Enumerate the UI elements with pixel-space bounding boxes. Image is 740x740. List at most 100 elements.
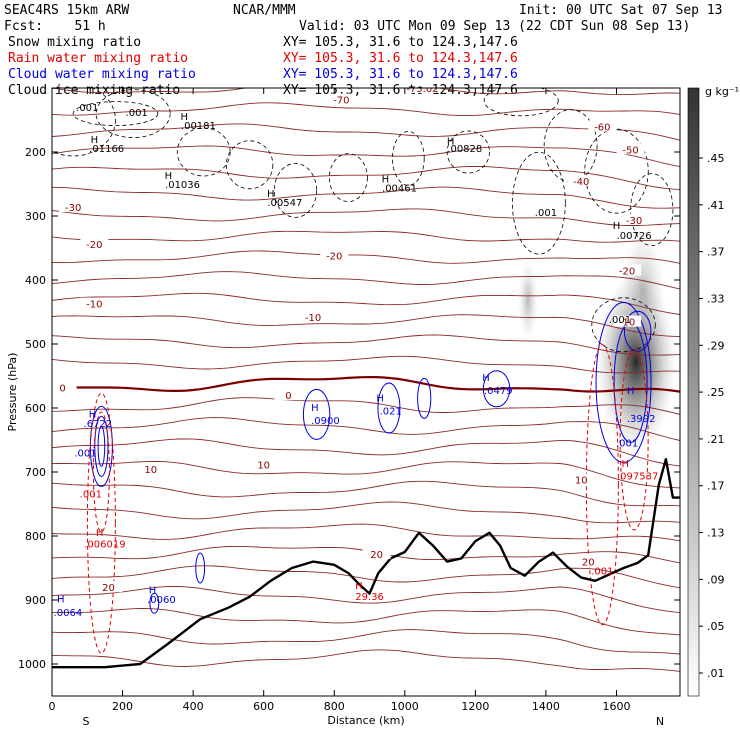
field-labels: .001.001 H.00181H.01166H.01036H.00547H.00…: [54, 103, 659, 619]
isotherm-label-bg: [274, 389, 303, 401]
field-xy: XY= 105.3, 31.6 to 124.3,147.6: [283, 83, 518, 98]
snow-contour: [52, 88, 116, 157]
rain-contour: [619, 349, 649, 531]
field-label: .00547: [267, 198, 302, 209]
cloud-water-contour: [302, 388, 331, 440]
snow-ice-contours: [52, 88, 674, 353]
snow-contour: [328, 153, 368, 203]
isotherm-label: -20: [619, 266, 635, 277]
rain-water-contours: [86, 344, 649, 654]
field-label: H: [627, 386, 635, 397]
isotherm: [52, 417, 680, 441]
terrain-line: [52, 458, 680, 669]
isotherm-label-bg: [567, 473, 596, 485]
rain-contour: [86, 392, 116, 654]
field-label: H: [311, 403, 319, 414]
isotherm-label: -40: [573, 177, 589, 188]
field-label: H: [382, 175, 390, 186]
field-label: H: [165, 171, 173, 182]
isotherm-label: 10: [575, 476, 588, 487]
isotherm: [52, 586, 680, 614]
colorbar-ramp: [687, 87, 700, 697]
isotherm: [52, 355, 680, 374]
field-xy: XY= 105.3, 31.6 to 124.3,147.6: [283, 35, 518, 50]
field-label: .001: [74, 449, 96, 460]
rain-contour: [92, 411, 110, 533]
snow-contour: [584, 128, 649, 214]
model-title: SEAC4RS 15km ARW: [4, 3, 129, 18]
x-tick-label: 600: [253, 700, 274, 713]
isotherm-label: -10: [305, 313, 321, 324]
field-label: .006019: [84, 540, 125, 551]
colorbar-tick-label: .13: [707, 527, 725, 540]
isotherm: [52, 250, 680, 264]
field-name: Rain water mixing ratio: [8, 51, 188, 66]
snow-contour: [591, 297, 656, 353]
field-label: .0064: [54, 608, 83, 619]
field-label: .001: [126, 108, 148, 119]
colorbar-tick-label: .17: [707, 480, 725, 493]
snow-contour: [512, 151, 566, 255]
isotherm: [52, 292, 680, 315]
plot-frame: [51, 87, 681, 697]
colorbar-tick-label: .21: [707, 433, 725, 446]
colorbar-tick-label: .33: [707, 292, 725, 305]
field-label: .021: [380, 406, 402, 417]
isotherm-label: -20: [86, 240, 102, 251]
field-label: H: [89, 410, 97, 421]
isotherm-label: 20: [582, 558, 595, 569]
field-label: .0900: [311, 416, 340, 427]
isotherm-label: -10: [619, 318, 635, 329]
field-label: .00726: [617, 231, 652, 242]
isotherm: [52, 438, 680, 467]
cloud-water-contour: [94, 415, 109, 477]
colorbar-tick-label: .25: [707, 386, 725, 399]
isotherm-label-bg: [588, 120, 617, 132]
isotherm-label: -73.02: [406, 84, 438, 95]
isotherm-label: 0: [59, 384, 65, 395]
field-name: Snow mixing ratio: [8, 35, 141, 50]
isotherm-label-bg: [613, 264, 642, 276]
forecast-hour: Fcst: 51 h: [4, 19, 106, 34]
isotherm: [52, 608, 680, 636]
field-label: H: [149, 586, 157, 597]
x-tick-label: 1200: [461, 700, 489, 713]
y-tick-label: 400: [25, 274, 46, 287]
field-label: H: [376, 394, 384, 405]
isotherm-labels: -73.02 -70 -60 -50 -40 -30 -30 -20 -20 -20 -10 -10 -…: [52, 84, 649, 594]
cloud-water-contour: [97, 425, 106, 467]
field-label: .0060: [147, 595, 176, 606]
isotherm-label-bg: [613, 315, 642, 327]
snow-contour: [72, 101, 159, 126]
right-endpoint-label: N: [656, 715, 664, 728]
isotherm: [52, 102, 680, 117]
isotherm-label: -20: [326, 252, 342, 263]
y-tick-label: 200: [25, 146, 46, 159]
init-time: Init: 00 UTC Sat 07 Sep 13: [519, 3, 723, 18]
field-label: H: [482, 373, 490, 384]
field-label: .01166: [89, 144, 124, 155]
field-label: .00181: [181, 121, 216, 132]
y-tick-label: 1000: [18, 658, 46, 671]
isotherm-label: -30: [65, 203, 81, 214]
field-xy: XY= 105.3, 31.6 to 124.3,147.6: [283, 67, 518, 82]
x-tick-label: 1000: [391, 700, 419, 713]
isotherm-label-bg: [320, 249, 349, 261]
isotherm-label-bg: [136, 462, 165, 474]
cloud-water-contour: [89, 405, 113, 487]
isotherm: [52, 230, 680, 243]
field-label: .6722: [84, 419, 113, 430]
left-endpoint-label: S: [83, 715, 90, 728]
isotherm-label: -30: [626, 216, 642, 227]
isotherm: [52, 565, 680, 589]
isotherm: [52, 523, 680, 542]
isotherm-label-bg: [327, 93, 356, 105]
isotherm: [52, 334, 680, 356]
x-tick-label: 400: [183, 700, 204, 713]
field-label: H: [613, 221, 621, 232]
isotherm: [52, 271, 680, 290]
colorbar-unit: g kg⁻¹: [705, 85, 739, 98]
isotherm-label-bg: [408, 88, 437, 93]
isotherm: [52, 461, 680, 489]
